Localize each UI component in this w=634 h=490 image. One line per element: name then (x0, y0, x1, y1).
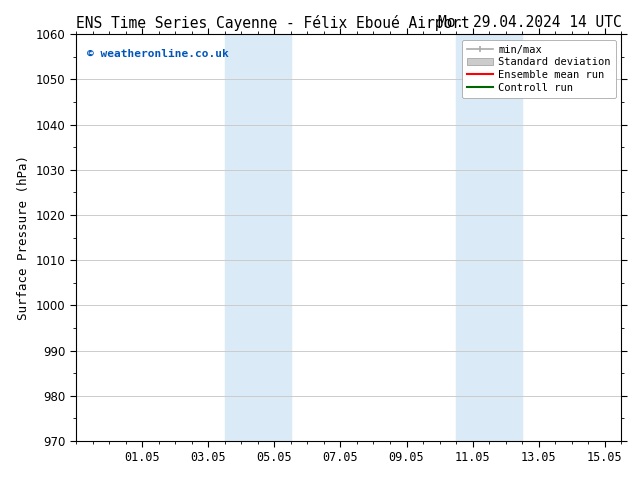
Legend: min/max, Standard deviation, Ensemble mean run, Controll run: min/max, Standard deviation, Ensemble me… (462, 40, 616, 98)
Text: ENS Time Series Cayenne - Félix Eboué Airport: ENS Time Series Cayenne - Félix Eboué Ai… (76, 15, 470, 31)
Bar (225, 34, 291, 441)
Text: Mo. 29.04.2024 14 UTC: Mo. 29.04.2024 14 UTC (437, 15, 621, 30)
Y-axis label: Surface Pressure (hPa): Surface Pressure (hPa) (17, 155, 30, 320)
Bar (456, 34, 522, 441)
Text: © weatheronline.co.uk: © weatheronline.co.uk (87, 49, 229, 58)
